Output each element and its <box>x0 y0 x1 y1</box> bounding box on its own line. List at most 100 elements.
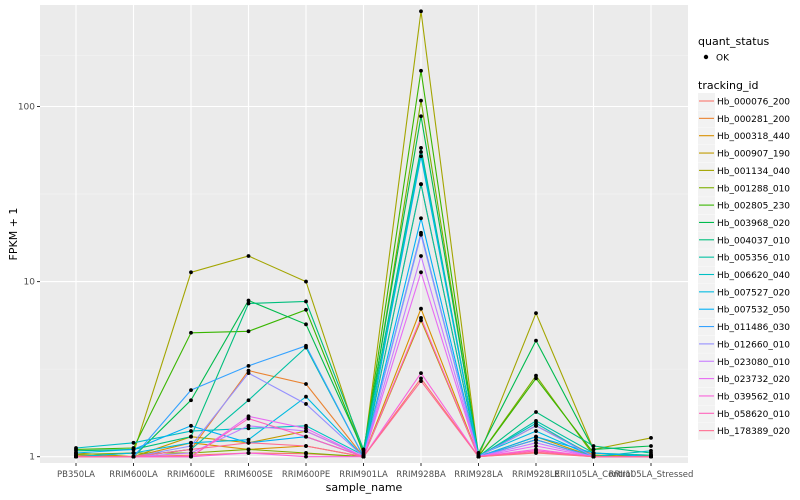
data-point <box>246 416 251 421</box>
data-point <box>361 447 366 452</box>
data-point <box>246 254 251 258</box>
data-point <box>304 322 308 327</box>
data-point <box>246 437 251 442</box>
x-axis: PB350LA RRIM600LA RRIM600LE RRIM600SE RRIM60… <box>57 463 693 480</box>
x-tick-label: RRIM600PE <box>282 470 330 480</box>
x-tick-label: PB350LA <box>57 470 95 480</box>
legend-label: Hb_178389_020 <box>717 427 790 437</box>
data-point <box>304 279 308 284</box>
data-point <box>419 154 423 159</box>
data-point <box>246 301 251 306</box>
legend-label: Hb_000907_190 <box>717 150 790 160</box>
data-point <box>304 444 308 448</box>
legend-label: Hb_039562_010 <box>717 392 790 402</box>
legend-label: Hb_000281_200 <box>717 115 790 125</box>
legend-label: Hb_005356_010 <box>717 254 790 264</box>
shape-legend-key <box>703 54 709 60</box>
data-point <box>534 410 538 414</box>
x-tick-label: RRII105LA_Control <box>554 470 633 480</box>
legend-label: Hb_023080_010 <box>717 358 790 368</box>
data-point <box>74 451 78 455</box>
legend-label: Hb_003968_020 <box>717 219 790 229</box>
color-legend-items: Hb_000076_200 Hb_000281_200 Hb_000318_440 H… <box>698 93 790 440</box>
legend-label: Hb_012660_010 <box>717 340 790 350</box>
data-point <box>304 343 308 348</box>
x-tick-label: RRIM600SE <box>224 470 273 480</box>
series-points <box>74 9 653 459</box>
data-point <box>189 423 193 428</box>
data-point <box>189 447 193 452</box>
data-point <box>534 373 538 378</box>
data-point <box>419 254 423 258</box>
data-point <box>304 426 308 431</box>
data-point <box>131 451 136 455</box>
data-point <box>304 394 308 399</box>
data-point <box>361 454 366 459</box>
data-point <box>74 446 78 450</box>
data-point <box>419 232 423 237</box>
data-point <box>591 444 596 448</box>
y-axis-title: FPKM + 1 <box>7 208 20 261</box>
data-point <box>246 298 251 303</box>
data-point <box>304 434 308 439</box>
data-point <box>189 330 193 335</box>
legend-label: Hb_011486_030 <box>717 323 790 333</box>
data-point <box>189 398 193 403</box>
data-point <box>74 454 78 459</box>
y-axis: 1 10 100 <box>18 103 40 463</box>
data-point <box>534 444 538 448</box>
grid <box>40 5 688 463</box>
data-point <box>419 9 423 14</box>
data-point <box>246 451 251 455</box>
data-point <box>304 382 308 386</box>
x-axis-title: sample_name <box>326 481 403 494</box>
data-point <box>189 440 193 445</box>
data-point <box>591 451 596 455</box>
data-point <box>419 98 423 103</box>
data-point <box>304 299 308 304</box>
data-point <box>246 329 251 334</box>
color-legend-title: tracking_id <box>698 79 759 92</box>
data-point <box>131 447 136 452</box>
data-point <box>534 429 538 433</box>
data-point <box>246 423 251 428</box>
data-point <box>189 388 193 392</box>
data-point <box>131 454 136 459</box>
legend-label: Hb_004037_010 <box>717 236 790 246</box>
shape-legend-items: OK <box>703 54 730 64</box>
data-point <box>534 311 538 316</box>
data-point <box>649 444 653 448</box>
data-point <box>189 429 193 433</box>
data-point <box>419 270 423 275</box>
data-point <box>246 447 251 452</box>
data-point <box>419 371 423 376</box>
data-point <box>189 444 193 448</box>
data-point <box>419 306 423 311</box>
legend-label: Hb_007532_050 <box>717 306 790 316</box>
data-point <box>534 450 538 455</box>
data-point <box>591 454 596 459</box>
x-tick-label: RRIM901LA <box>339 470 388 480</box>
data-point <box>476 454 481 459</box>
legend-label: Hb_058620_010 <box>717 410 790 420</box>
data-point <box>189 434 193 439</box>
data-point <box>649 435 653 440</box>
data-point <box>246 440 251 445</box>
data-point <box>419 146 423 150</box>
legend-label: Hb_000076_200 <box>717 98 790 108</box>
data-point <box>649 454 653 459</box>
legend-label: Hb_002805_230 <box>717 202 790 212</box>
data-point <box>304 402 308 406</box>
legend-label: Hb_007527_020 <box>717 288 790 298</box>
y-tick-label: 100 <box>18 103 35 113</box>
data-point <box>304 451 308 455</box>
legend-label: Hb_023732_020 <box>717 375 790 385</box>
data-point <box>246 371 251 376</box>
data-point <box>419 150 423 154</box>
data-point <box>419 216 423 221</box>
data-point <box>419 376 423 381</box>
data-point <box>304 429 308 433</box>
x-tick-label: RRIM928BA <box>396 470 446 480</box>
data-point <box>649 448 653 453</box>
